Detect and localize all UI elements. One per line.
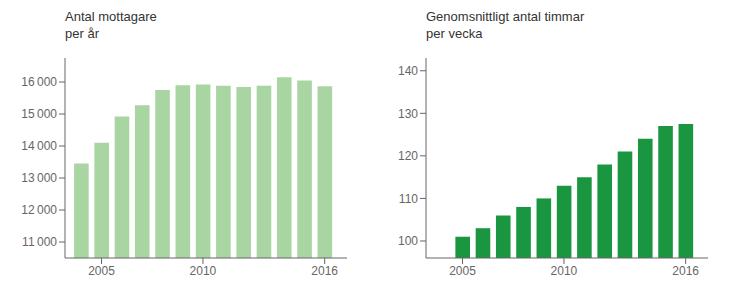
svg-text:130: 130 <box>398 107 418 121</box>
svg-text:2010: 2010 <box>190 264 217 278</box>
html-text:Antal mottagare: Antal mottagare <box>65 9 157 24</box>
svg-text:14 000: 14 000 <box>21 139 57 153</box>
svg-text:2010: 2010 <box>551 264 578 278</box>
svg-text:13 000: 13 000 <box>21 171 57 185</box>
svg-text:2016: 2016 <box>311 264 338 278</box>
html-text:per år: per år <box>65 26 99 41</box>
svg-text:110: 110 <box>399 192 418 206</box>
svg-text:2005: 2005 <box>449 264 476 278</box>
svg-text:2016: 2016 <box>672 264 699 278</box>
svg-text:15 000: 15 000 <box>21 107 57 121</box>
svg-text:11 000: 11 000 <box>22 235 57 249</box>
svg-text:120: 120 <box>398 149 418 163</box>
svg-text:16 000: 16 000 <box>21 75 57 89</box>
html-text:Genomsnittligt antal timmar: Genomsnittligt antal timmar <box>426 9 585 24</box>
html-text:per vecka: per vecka <box>426 26 483 41</box>
svg-text:140: 140 <box>398 64 418 78</box>
svg-text:100: 100 <box>398 234 418 248</box>
svg-text:12 000: 12 000 <box>21 203 57 217</box>
svg-text:2005: 2005 <box>88 264 115 278</box>
